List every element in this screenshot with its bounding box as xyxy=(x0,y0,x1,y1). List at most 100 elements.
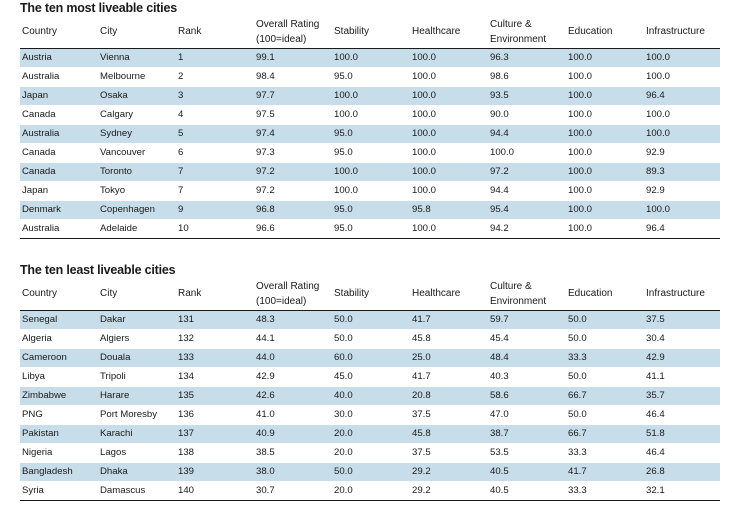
cell-healthcare: 45.8 xyxy=(410,328,488,348)
header-row: Country City Rank Overall Rating (100=ide… xyxy=(20,16,720,48)
cell-culture: 38.7 xyxy=(488,423,566,443)
cell-culture: 94.4 xyxy=(488,123,566,143)
cell-city: Vienna xyxy=(98,47,176,67)
cell-rank: 7 xyxy=(176,161,254,181)
cell-rank: 4 xyxy=(176,104,254,124)
cell-country: Pakistan xyxy=(20,423,98,443)
cell-city: Melbourne xyxy=(98,66,176,86)
cell-culture: 48.4 xyxy=(488,347,566,367)
cell-culture: 93.5 xyxy=(488,85,566,105)
cell-infrastructure: 89.3 xyxy=(644,161,720,181)
cell-infrastructure: 96.4 xyxy=(644,218,720,239)
cell-city: Osaka xyxy=(98,85,176,105)
cell-culture: 58.6 xyxy=(488,385,566,405)
cell-healthcare: 100.0 xyxy=(410,47,488,67)
cell-stability: 20.0 xyxy=(332,423,410,443)
column-header-country: Country xyxy=(22,288,58,300)
rating-header-line1: Overall Rating xyxy=(256,280,320,292)
table-row: Australia Adelaide 10 96.6 95.0 100.0 94.2 100.… xyxy=(20,218,720,239)
cell-education: 66.7 xyxy=(566,385,644,405)
column-header-stability: Stability xyxy=(334,26,370,38)
cell-rating: 96.8 xyxy=(254,199,332,219)
table-row: Austria Vienna 1 99.1 100.0 100.0 96.3 100.0 100… xyxy=(20,47,720,67)
table-row: Senegal Dakar 131 48.3 50.0 41.7 59.7 50.0 37.5 xyxy=(20,309,720,329)
cell-healthcare: 100.0 xyxy=(410,104,488,124)
cell-rank: 9 xyxy=(176,199,254,219)
cell-city: Tripoli xyxy=(98,366,176,386)
table-row: Syria Damascus 140 30.7 20.0 29.2 40.5 33.3 32.1 xyxy=(20,480,720,501)
cell-education: 100.0 xyxy=(566,180,644,200)
cell-education: 41.7 xyxy=(566,461,644,481)
most-liveable-section: The ten most liveable cities Country Cit… xyxy=(20,0,720,239)
cell-city: Toronto xyxy=(98,161,176,181)
cell-education: 100.0 xyxy=(566,218,644,239)
cell-rank: 135 xyxy=(176,385,254,405)
cell-city: Sydney xyxy=(98,123,176,143)
cell-stability: 20.0 xyxy=(332,442,410,462)
table-row: Japan Osaka 3 97.7 100.0 100.0 93.5 100.0 96.4 xyxy=(20,85,720,105)
most-liveable-table: Country City Rank Overall Rating (100=ide… xyxy=(20,16,720,239)
rating-header-line2: (100=ideal) xyxy=(256,33,307,45)
cell-education: 100.0 xyxy=(566,104,644,124)
cell-rank: 7 xyxy=(176,180,254,200)
cell-infrastructure: 46.4 xyxy=(644,404,720,424)
cell-infrastructure: 51.8 xyxy=(644,423,720,443)
cell-culture: 40.5 xyxy=(488,480,566,501)
cell-healthcare: 29.2 xyxy=(410,480,488,501)
cell-healthcare: 25.0 xyxy=(410,347,488,367)
cell-country: Nigeria xyxy=(20,442,98,462)
header-row: Country City Rank Overall Rating (100=ide… xyxy=(20,278,720,310)
cell-healthcare: 100.0 xyxy=(410,85,488,105)
table-row: Australia Melbourne 2 98.4 95.0 100.0 98.6 100.… xyxy=(20,66,720,86)
cell-stability: 50.0 xyxy=(332,309,410,329)
cell-country: Bangladesh xyxy=(20,461,98,481)
cell-healthcare: 29.2 xyxy=(410,461,488,481)
cell-city: Dakar xyxy=(98,309,176,329)
cell-stability: 100.0 xyxy=(332,104,410,124)
column-header-rank: Rank xyxy=(178,26,202,38)
cell-culture: 90.0 xyxy=(488,104,566,124)
column-header-city: City xyxy=(100,288,118,300)
cell-stability: 40.0 xyxy=(332,385,410,405)
cell-rank: 134 xyxy=(176,366,254,386)
cell-rating: 99.1 xyxy=(254,47,332,67)
cell-rating: 97.2 xyxy=(254,161,332,181)
cell-stability: 95.0 xyxy=(332,123,410,143)
cell-education: 33.3 xyxy=(566,480,644,501)
column-header-overall-rating: Overall Rating (100=ideal) xyxy=(254,278,332,310)
cell-education: 50.0 xyxy=(566,366,644,386)
cell-rank: 137 xyxy=(176,423,254,443)
cell-culture: 40.3 xyxy=(488,366,566,386)
cell-city: Algiers xyxy=(98,328,176,348)
cell-country: Zimbabwe xyxy=(20,385,98,405)
cell-infrastructure: 35.7 xyxy=(644,385,720,405)
cell-rating: 96.6 xyxy=(254,218,332,239)
cell-rating: 44.0 xyxy=(254,347,332,367)
cell-city: Copenhagen xyxy=(98,199,176,219)
cell-education: 100.0 xyxy=(566,85,644,105)
cell-rank: 10 xyxy=(176,218,254,239)
cell-rating: 44.1 xyxy=(254,328,332,348)
cell-country: Japan xyxy=(20,180,98,200)
section-title: The ten least liveable cities xyxy=(20,263,176,277)
cell-city: Dhaka xyxy=(98,461,176,481)
column-header-rank: Rank xyxy=(178,288,202,300)
cell-country: Canada xyxy=(20,161,98,181)
rating-header-line1: Overall Rating xyxy=(256,18,320,30)
cell-healthcare: 95.8 xyxy=(410,199,488,219)
cell-rating: 48.3 xyxy=(254,309,332,329)
culture-header-line1: Culture & xyxy=(490,280,532,292)
cell-infrastructure: 92.9 xyxy=(644,142,720,162)
column-header-healthcare: Healthcare xyxy=(412,288,461,300)
cell-healthcare: 100.0 xyxy=(410,66,488,86)
cell-stability: 95.0 xyxy=(332,218,410,239)
cell-stability: 100.0 xyxy=(332,180,410,200)
cell-education: 33.3 xyxy=(566,442,644,462)
cell-city: Port Moresby xyxy=(98,404,176,424)
cell-education: 66.7 xyxy=(566,423,644,443)
cell-city: Adelaide xyxy=(98,218,176,239)
table-row: Bangladesh Dhaka 139 38.0 50.0 29.2 40.5 41.7 26… xyxy=(20,461,720,481)
cell-stability: 95.0 xyxy=(332,142,410,162)
cell-country: PNG xyxy=(20,404,98,424)
cell-infrastructure: 100.0 xyxy=(644,104,720,124)
